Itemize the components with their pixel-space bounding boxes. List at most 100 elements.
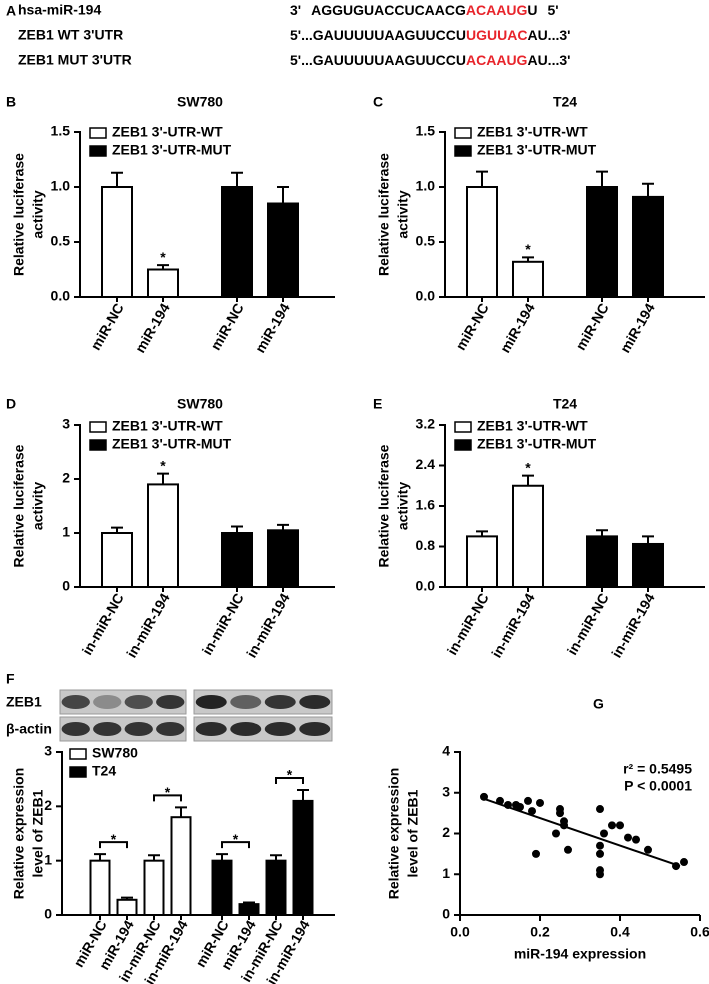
y-axis-label: activity bbox=[30, 190, 46, 238]
significance-marker: * bbox=[160, 457, 166, 473]
sequence-part: ACAAUG bbox=[466, 2, 528, 18]
y-tick-label: 2 bbox=[442, 824, 450, 840]
sequence-name: hsa-miR-194 bbox=[18, 2, 101, 18]
bar bbox=[221, 186, 253, 298]
significance-bracket bbox=[99, 841, 128, 849]
x-tick-label: miR-194 bbox=[617, 300, 658, 355]
sequence-part: UGUUAC bbox=[466, 27, 527, 43]
y-tick-label: 4 bbox=[442, 743, 450, 759]
y-axis-label: Relative luciferase bbox=[11, 153, 27, 276]
sequence-name: ZEB1 MUT 3'UTR bbox=[18, 52, 132, 68]
y-axis-label: Relative luciferase bbox=[11, 444, 27, 567]
legend-swatch bbox=[89, 127, 107, 139]
sequence-part: AU...3' bbox=[527, 52, 570, 68]
sequence-part: U bbox=[527, 2, 537, 18]
error-bar bbox=[175, 806, 187, 818]
y-tick-label: 1.0 bbox=[51, 178, 71, 194]
blot-band bbox=[156, 722, 185, 736]
point bbox=[596, 870, 604, 879]
point bbox=[624, 833, 632, 842]
bar bbox=[632, 195, 664, 298]
legend-swatch bbox=[89, 145, 107, 157]
point bbox=[600, 829, 608, 838]
bar bbox=[586, 186, 618, 298]
error-bar bbox=[148, 854, 160, 861]
blot-band bbox=[61, 722, 90, 736]
panel-label: F bbox=[6, 671, 15, 687]
point bbox=[596, 841, 604, 850]
point bbox=[524, 796, 532, 805]
significance-marker: * bbox=[111, 831, 117, 847]
error-bar bbox=[157, 264, 169, 270]
error-bar bbox=[596, 529, 608, 537]
legend-swatch bbox=[69, 748, 87, 760]
y-axis-label: Relative luciferase bbox=[376, 153, 392, 276]
panel-label: E bbox=[373, 396, 382, 412]
x-tick-label: in-miR-NC bbox=[444, 590, 492, 657]
significance-bracket bbox=[221, 841, 250, 849]
y-tick-label: 2 bbox=[44, 797, 52, 813]
y-tick-label: 3.2 bbox=[416, 416, 436, 432]
sequence: 3' AGGUGUACCUCAACGACAAUGU 5' bbox=[290, 2, 559, 18]
y-tick-label: 1.0 bbox=[416, 178, 436, 194]
chart-title: T24 bbox=[553, 94, 577, 110]
y-tick-label: 0.0 bbox=[416, 288, 436, 304]
error-bar bbox=[642, 182, 654, 197]
x-tick-label: 0.2 bbox=[530, 924, 550, 940]
annotation: P < 0.0001 bbox=[624, 778, 692, 794]
y-tick-label: 2 bbox=[62, 470, 70, 486]
y-tick-label: 0.0 bbox=[51, 288, 71, 304]
significance-marker: * bbox=[233, 831, 239, 847]
error-bar bbox=[121, 896, 133, 900]
y-tick-label: 1.5 bbox=[416, 123, 436, 139]
point bbox=[536, 798, 544, 807]
legend-label: T24 bbox=[92, 763, 116, 779]
annotation: r² = 0.5495 bbox=[623, 761, 692, 777]
y-tick-label: 3 bbox=[44, 743, 52, 759]
chart-title: SW780 bbox=[177, 396, 223, 412]
y-tick-label: 1 bbox=[62, 524, 70, 540]
x-tick-label: miR-NC bbox=[207, 300, 247, 352]
y-axis-label: activity bbox=[395, 190, 411, 238]
x-axis-label: miR-194 expression bbox=[514, 946, 646, 962]
x-tick-label: 0.4 bbox=[610, 924, 630, 940]
point bbox=[552, 829, 560, 838]
legend-swatch bbox=[454, 127, 472, 139]
x-tick-label: in-miR-194 bbox=[123, 590, 173, 660]
x-tick-label: miR-194 bbox=[132, 300, 173, 355]
blot-label: ZEB1 bbox=[6, 694, 42, 710]
blot-band bbox=[230, 722, 262, 736]
error-bar bbox=[94, 853, 106, 861]
significance-marker: * bbox=[160, 249, 166, 265]
point bbox=[480, 792, 488, 801]
y-axis-label: Relative luciferase bbox=[376, 444, 392, 567]
blot-band bbox=[61, 695, 90, 709]
panel-label: G bbox=[593, 696, 604, 712]
blot-band bbox=[124, 722, 153, 736]
blot-label: β-actin bbox=[6, 721, 52, 737]
legend-label: ZEB1 3'-UTR-WT bbox=[477, 418, 588, 434]
error-bar bbox=[243, 901, 255, 905]
panel-label: D bbox=[6, 396, 16, 412]
legend-label: ZEB1 3'-UTR-WT bbox=[477, 124, 588, 140]
y-axis-label: Relative expression bbox=[11, 768, 27, 900]
error-bar bbox=[476, 530, 488, 537]
bar bbox=[211, 859, 233, 917]
fit-line bbox=[483, 797, 681, 868]
x-tick-label: miR-NC bbox=[452, 300, 492, 352]
x-tick-label: miR-NC bbox=[87, 300, 127, 352]
significance-bracket bbox=[275, 777, 304, 785]
error-bar bbox=[522, 474, 534, 486]
significance-marker: * bbox=[287, 767, 293, 783]
x-tick-label: in-miR-194 bbox=[608, 590, 658, 660]
y-axis-label: level of ZEB1 bbox=[30, 789, 46, 877]
legend-swatch bbox=[89, 421, 107, 433]
blot-band bbox=[264, 695, 296, 709]
y-axis-label: Relative expression bbox=[386, 768, 402, 900]
y-tick-label: 1.5 bbox=[51, 123, 71, 139]
error-bar bbox=[270, 854, 282, 861]
sequence: 5'...GAUUUUUAAGUUCCUUGUUACAU...3' bbox=[290, 27, 570, 43]
sequence-name: ZEB1 WT 3'UTR bbox=[18, 27, 123, 43]
x-tick-label: 0.6 bbox=[690, 924, 709, 940]
bar bbox=[143, 859, 165, 917]
